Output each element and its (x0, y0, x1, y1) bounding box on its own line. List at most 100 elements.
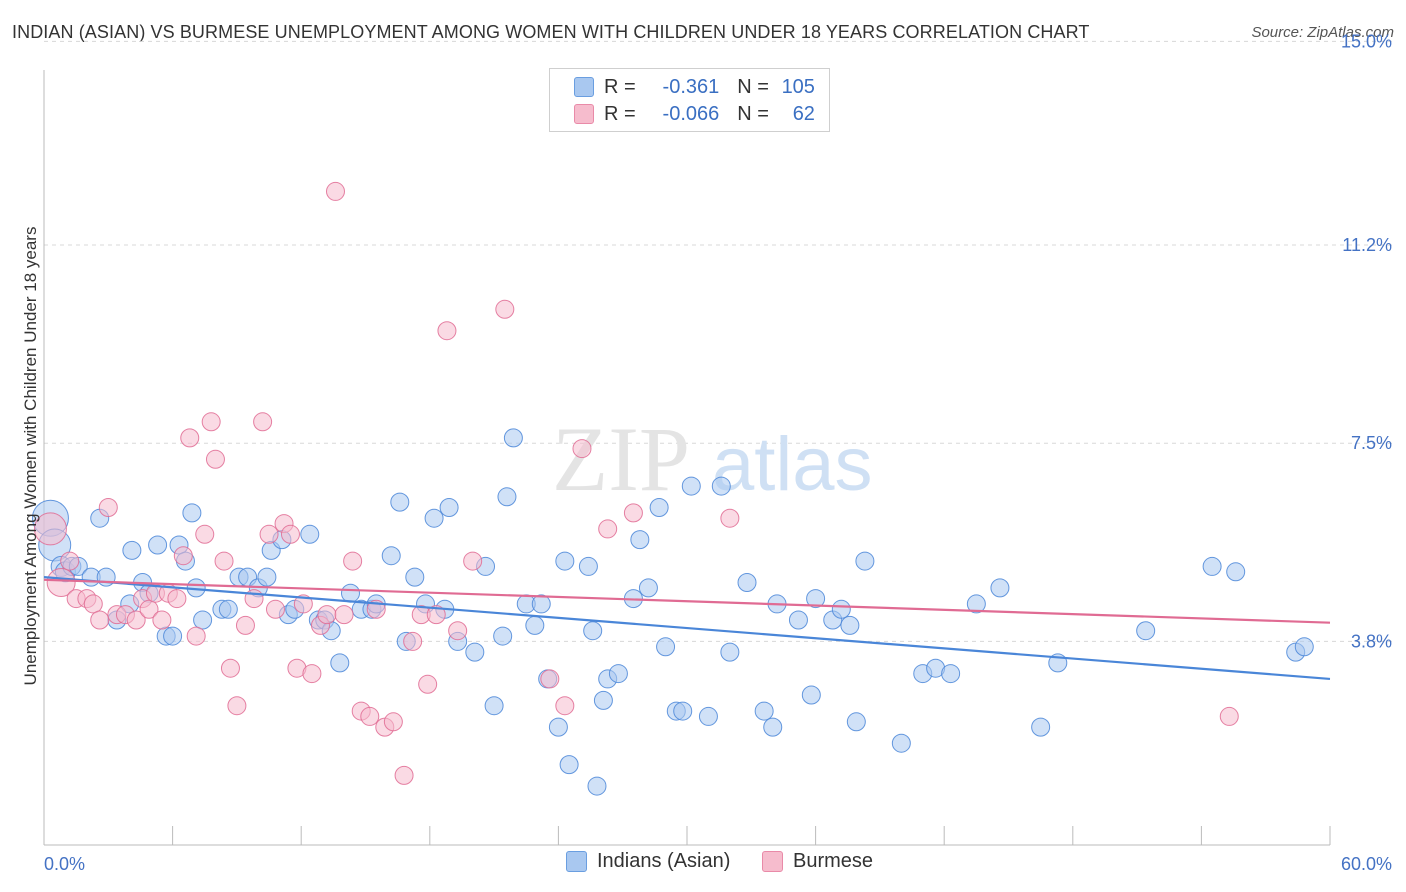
burmese-point (598, 519, 618, 539)
trend-line-indians-asian (43, 576, 1331, 681)
indians-asian-point (484, 696, 504, 716)
indians-asian-point (763, 717, 783, 737)
indians-asian-point (578, 556, 598, 576)
burmese-point (302, 664, 322, 684)
burmese-point (572, 439, 592, 459)
indians-asian-point (1136, 621, 1156, 641)
burmese-point (46, 568, 76, 597)
indians-asian-point (497, 487, 517, 507)
indians-asian-point (465, 642, 485, 662)
indians-asian-point (405, 567, 425, 587)
indians-asian-point (1294, 637, 1314, 657)
indians-asian-point (193, 610, 213, 630)
indians-asian-point (720, 642, 740, 662)
indians-asian-point (855, 551, 875, 571)
indians-asian-point (1226, 562, 1246, 582)
burmese-point (623, 503, 643, 523)
indians-asian-point (555, 551, 575, 571)
indians-asian-point (801, 685, 821, 705)
burmese-point (418, 674, 438, 694)
burmese-point (214, 551, 234, 571)
burmese-point (334, 605, 354, 625)
indians-asian-point (681, 476, 701, 496)
legend-r-label: R = (604, 102, 636, 125)
legend-row-indians: R = -0.361 N = 105 (574, 74, 815, 100)
burmese-point (293, 594, 313, 614)
indians-asian-point (340, 583, 360, 603)
burmese-point (60, 551, 80, 571)
indians-asian-point (182, 503, 202, 523)
source-credit: Source: ZipAtlas.com (1251, 24, 1394, 41)
indians-asian-point (754, 701, 774, 721)
indians-asian-point (531, 594, 551, 614)
indians-asian-point (163, 626, 183, 646)
legend-swatch-blue (566, 851, 587, 872)
series-legend: Indians (Asian) Burmese (0, 850, 1406, 878)
y-axis-label: Unemployment Among Women with Children U… (21, 227, 40, 686)
indians-asian-point (673, 701, 693, 721)
burmese-point (33, 512, 67, 546)
burmese-point (139, 599, 159, 619)
y-tick-label: 7.5% (1351, 433, 1392, 453)
watermark: ZIP atlas (552, 408, 873, 510)
indians-asian-point (608, 664, 628, 684)
legend-label: Burmese (793, 850, 874, 872)
burmese-point (220, 658, 240, 678)
indians-asian-point (846, 712, 866, 732)
legend-swatch-pink (762, 851, 783, 872)
x-tick-label-1: 60.0% (1341, 854, 1392, 874)
legend-swatch-pink (574, 104, 594, 124)
indians-asian-point (737, 573, 757, 592)
indians-asian-point (1202, 556, 1222, 576)
grid-lines (44, 40, 1392, 642)
legend-item-burmese[interactable]: Burmese (762, 850, 873, 873)
burmese-point (426, 605, 446, 625)
burmese-point (360, 706, 380, 726)
indians-asian-point (638, 578, 658, 598)
burmese-point (205, 449, 225, 469)
burmese-point (201, 412, 221, 432)
indians-asian-point (330, 653, 350, 673)
legend-n-label: N = (737, 75, 769, 98)
indians-asian-point (493, 626, 513, 646)
burmese-point (167, 589, 187, 609)
burmese-point (280, 524, 300, 544)
legend-item-indians-asian[interactable]: Indians (Asian) (566, 850, 730, 873)
burmese-point (317, 605, 337, 625)
indians-asian-point (831, 599, 851, 619)
legend-swatch-blue (574, 77, 594, 97)
burmese-point (555, 696, 575, 716)
indians-asian-point (788, 610, 808, 630)
legend-r-label: R = (604, 75, 636, 98)
burmese-point (540, 669, 560, 689)
indians-asian-point (593, 690, 613, 710)
indians-asian-point (548, 717, 568, 737)
indians-asian-point (990, 578, 1010, 598)
burmese-point (495, 299, 515, 319)
indians-asian-point (806, 589, 826, 609)
legend-n-label: N = (737, 102, 769, 125)
burmese-point (186, 626, 206, 646)
burmese-point (403, 631, 423, 651)
x-ticks (43, 826, 1331, 845)
burmese-point (463, 551, 483, 571)
indians-asian-point (649, 498, 669, 517)
y-tick-labels: 3.8% 7.5% 11.2% 15.0% (1341, 31, 1392, 651)
burmese-point (253, 412, 273, 432)
burmese-point (1219, 706, 1239, 726)
burmese-point (437, 321, 457, 341)
indians-asian-point (587, 776, 607, 796)
indians-asian-point (559, 755, 579, 775)
indians-asian-point (583, 621, 603, 641)
burmese-point (173, 546, 193, 566)
indians-asian-point (630, 530, 650, 550)
indians-asian-point (390, 492, 410, 512)
legend-n-value: 105 (781, 75, 815, 98)
indians-asian-point (300, 524, 320, 544)
burmese-point (394, 765, 414, 785)
indians-asian-point (1031, 717, 1051, 737)
indians-asian-point (966, 594, 986, 614)
legend-n-value: 62 (792, 102, 815, 125)
legend-row-burmese: R = -0.066 N = 62 (574, 101, 815, 127)
burmese-point (195, 524, 215, 544)
